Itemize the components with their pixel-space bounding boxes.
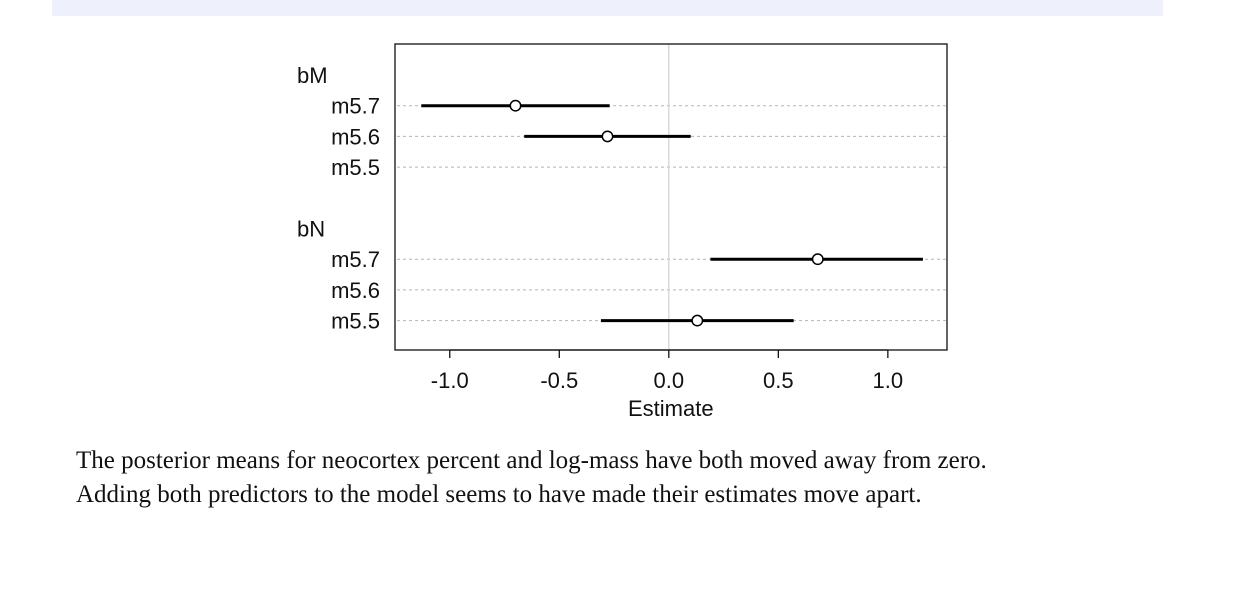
top-band xyxy=(52,0,1163,16)
caption-line-1: The posterior means for neocortex percen… xyxy=(76,447,987,474)
x-tick-label-4: 1.0 xyxy=(873,368,904,393)
point-bN-m5.5 xyxy=(691,314,704,327)
row-label-bM-m5.6: m5.6 xyxy=(331,124,380,149)
row-label-bN-m5.5: m5.5 xyxy=(331,309,380,334)
point-bM-m5.6 xyxy=(601,130,614,143)
x-axis-label: Estimate xyxy=(628,396,714,421)
group-label-bN: bN xyxy=(297,217,325,242)
x-tick-label-3: 0.5 xyxy=(763,368,794,393)
x-tick-label-2: 0.0 xyxy=(654,368,685,393)
plot-frame xyxy=(394,43,948,351)
point-bN-m5.7 xyxy=(811,253,824,266)
x-tick-label-1: -0.5 xyxy=(540,368,578,393)
row-label-bN-m5.6: m5.6 xyxy=(331,278,380,303)
grid-layer xyxy=(397,105,947,322)
row-label-bM-m5.7: m5.7 xyxy=(331,94,380,119)
x-axis: -1.0 -0.5 0.0 0.5 1.0 xyxy=(431,349,904,393)
point-bM-m5.7 xyxy=(509,99,522,112)
marks-layer xyxy=(421,99,923,327)
group-label-bM: bM xyxy=(297,63,328,88)
x-tick-label-0: -1.0 xyxy=(431,368,469,393)
caption-line-2: Adding both predictors to the model seem… xyxy=(76,481,922,508)
caption: The posterior means for neocortex percen… xyxy=(76,444,1176,512)
row-label-bM-m5.5: m5.5 xyxy=(331,155,380,180)
row-label-bN-m5.7: m5.7 xyxy=(331,247,380,272)
